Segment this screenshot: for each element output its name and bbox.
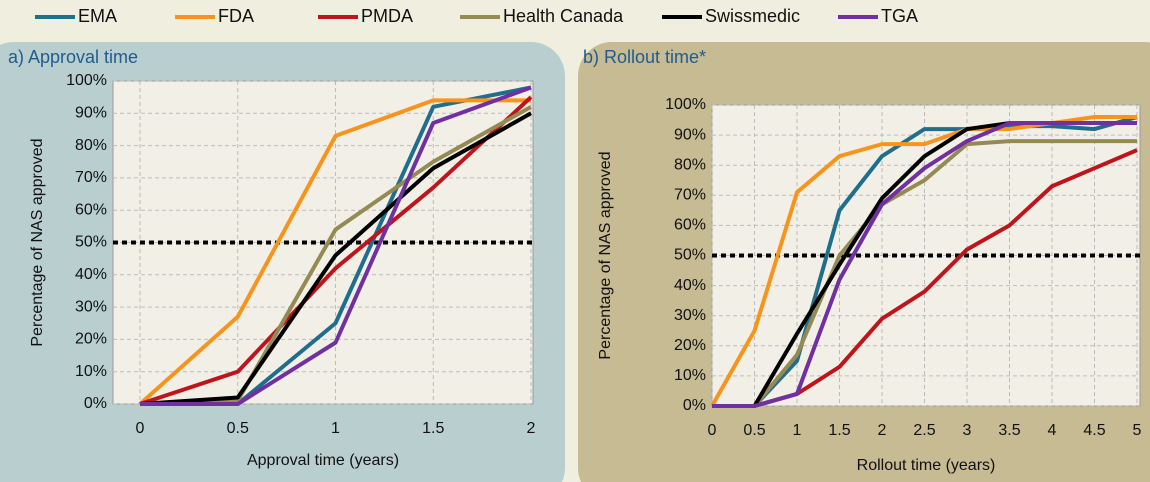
x-tick-label: 1.5	[422, 420, 444, 437]
x-tick-label: 1	[331, 420, 340, 437]
series-line	[139, 105, 532, 406]
y-tick-label: 20%	[674, 337, 706, 354]
series-line	[139, 111, 532, 406]
x-tick-label: 5	[1133, 422, 1142, 439]
y-tick-label: 100%	[66, 72, 107, 89]
legend-label: Swissmedic	[705, 6, 800, 26]
y-tick-label: 70%	[75, 169, 107, 186]
y-tick-label: 50%	[75, 234, 107, 251]
y-tick-label: 60%	[75, 201, 107, 218]
x-tick-label: 4.5	[1083, 422, 1105, 439]
x-axis-label: Rollout time (years)	[857, 457, 996, 474]
x-tick-label: 0	[708, 422, 717, 439]
x-tick-label: 0.5	[743, 422, 765, 439]
y-tick-label: 20%	[75, 331, 107, 348]
y-tick-label: 50%	[674, 247, 706, 264]
y-tick-label: 0%	[84, 395, 107, 412]
y-tick-label: 100%	[665, 96, 706, 113]
chart-title: b) Rollout time*	[583, 47, 706, 67]
x-tick-label: 2	[878, 422, 887, 439]
y-tick-label: 10%	[674, 367, 706, 384]
series-line	[710, 115, 1137, 407]
x-tick-label: 0.5	[227, 420, 249, 437]
series-line	[140, 85, 532, 406]
legend-label: FDA	[218, 6, 254, 26]
y-tick-label: 90%	[674, 126, 706, 143]
y-tick-label: 80%	[674, 156, 706, 173]
y-tick-label: 80%	[75, 137, 107, 154]
series-line	[139, 95, 533, 406]
legend-label: PMDA	[361, 6, 413, 26]
x-tick-label: 1.5	[828, 422, 850, 439]
x-tick-label: 4	[1048, 422, 1057, 439]
y-axis-label: Percentage of NAS approved	[597, 151, 614, 359]
x-tick-label: 2	[527, 420, 536, 437]
legend-label: TGA	[881, 6, 918, 26]
series-line	[712, 115, 1138, 408]
legend-label: Health Canada	[503, 6, 624, 26]
x-tick-label: 0	[136, 420, 145, 437]
x-tick-label: 1	[793, 422, 802, 439]
x-axis-label: Approval time (years)	[247, 452, 399, 469]
x-tick-label: 2.5	[913, 422, 935, 439]
y-tick-label: 30%	[75, 298, 107, 315]
series-line	[712, 139, 1137, 408]
x-tick-label: 3	[963, 422, 972, 439]
series-line	[712, 121, 1137, 408]
y-tick-label: 0%	[683, 397, 706, 414]
chart-title: a) Approval time	[8, 47, 138, 67]
y-tick-label: 40%	[75, 266, 107, 283]
legend-label: EMA	[78, 6, 117, 26]
y-tick-label: 40%	[674, 277, 706, 294]
y-tick-label: 30%	[674, 307, 706, 324]
y-axis-label: Percentage of NAS approved	[29, 138, 46, 346]
y-tick-label: 10%	[75, 363, 107, 380]
y-tick-label: 70%	[674, 187, 706, 204]
series-line	[138, 98, 531, 406]
y-tick-label: 90%	[75, 105, 107, 122]
legend: EMA FDA PMDA Health Canada Swissmedic TGA	[35, 6, 918, 26]
y-tick-label: 60%	[674, 217, 706, 234]
x-tick-label: 3.5	[998, 422, 1020, 439]
